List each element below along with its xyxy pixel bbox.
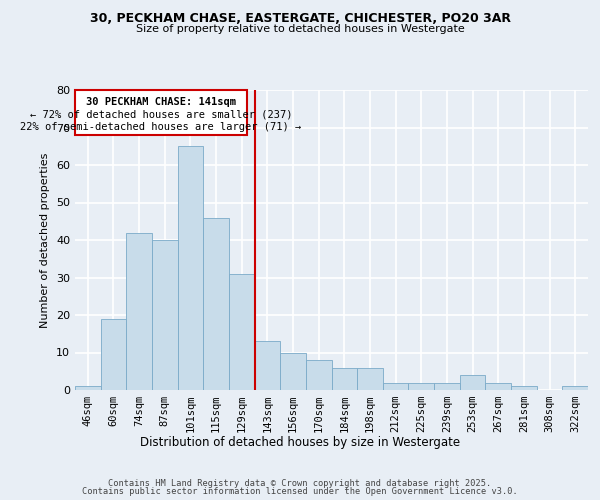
Bar	[562, 386, 588, 390]
Bar	[460, 375, 485, 390]
Bar	[357, 368, 383, 390]
Bar	[511, 386, 537, 390]
Bar	[127, 232, 152, 390]
Bar	[485, 382, 511, 390]
Bar	[152, 240, 178, 390]
Text: Contains public sector information licensed under the Open Government Licence v3: Contains public sector information licen…	[82, 487, 518, 496]
Bar	[254, 341, 280, 390]
Bar	[383, 382, 409, 390]
Text: 22% of semi-detached houses are larger (71) →: 22% of semi-detached houses are larger (…	[20, 122, 302, 132]
Bar	[306, 360, 331, 390]
Bar	[409, 382, 434, 390]
Y-axis label: Number of detached properties: Number of detached properties	[40, 152, 50, 328]
Text: Size of property relative to detached houses in Westergate: Size of property relative to detached ho…	[136, 24, 464, 34]
Bar	[203, 218, 229, 390]
Text: Contains HM Land Registry data © Crown copyright and database right 2025.: Contains HM Land Registry data © Crown c…	[109, 478, 491, 488]
Bar	[434, 382, 460, 390]
Bar	[280, 352, 306, 390]
Text: 30, PECKHAM CHASE, EASTERGATE, CHICHESTER, PO20 3AR: 30, PECKHAM CHASE, EASTERGATE, CHICHESTE…	[89, 12, 511, 26]
Text: ← 72% of detached houses are smaller (237): ← 72% of detached houses are smaller (23…	[29, 110, 292, 120]
Bar	[331, 368, 357, 390]
FancyBboxPatch shape	[75, 90, 247, 135]
Bar	[229, 274, 254, 390]
Bar	[178, 146, 203, 390]
Bar	[75, 386, 101, 390]
Text: 30 PECKHAM CHASE: 141sqm: 30 PECKHAM CHASE: 141sqm	[86, 97, 236, 107]
Bar	[101, 319, 127, 390]
Text: Distribution of detached houses by size in Westergate: Distribution of detached houses by size …	[140, 436, 460, 449]
